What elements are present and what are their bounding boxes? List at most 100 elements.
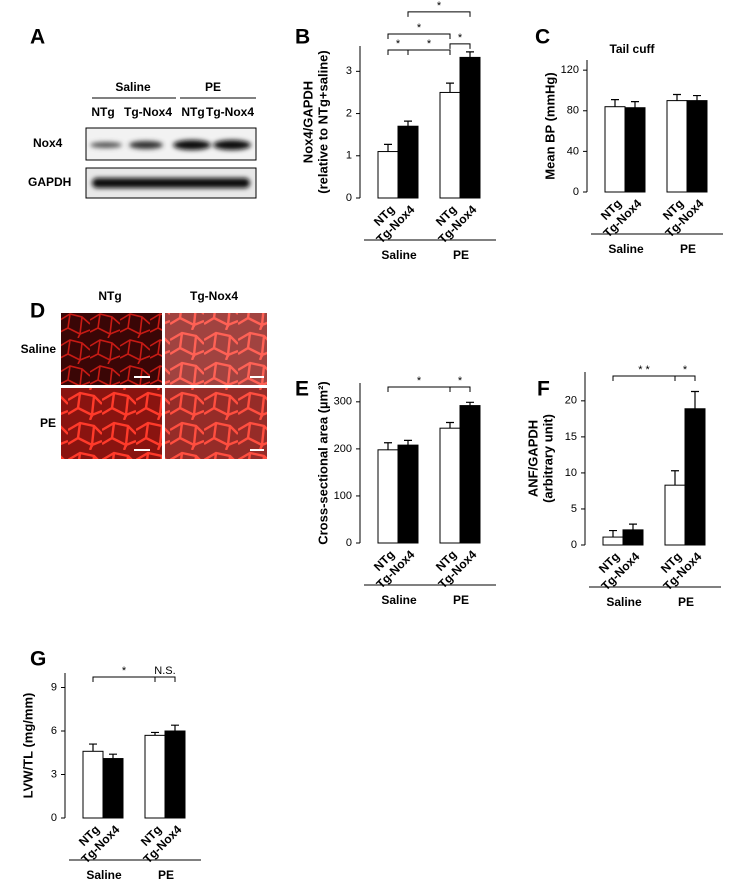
- bar: [664, 484, 686, 546]
- significance-bracket: [387, 386, 451, 392]
- significance-bracket: [407, 49, 451, 55]
- y-tick-label: 0: [571, 539, 577, 551]
- bar: [439, 427, 461, 544]
- chart-title: Tail cuff: [609, 42, 655, 56]
- band: [90, 142, 122, 148]
- error-bar: [404, 120, 412, 127]
- panel-letter: E: [295, 378, 309, 401]
- band: [213, 140, 251, 150]
- error-bar: [384, 442, 392, 450]
- y-tick-label: 10: [565, 467, 577, 479]
- lane-label: Tg-Nox4: [206, 105, 254, 119]
- y-tick-label: 6: [51, 725, 57, 737]
- group-label: Saline: [381, 593, 417, 607]
- y-tick-label: 3: [346, 65, 352, 77]
- bar: [604, 106, 626, 193]
- lane-label: NTg: [181, 105, 204, 119]
- bar: [684, 408, 706, 546]
- bar: [622, 529, 644, 546]
- group-label: PE: [158, 868, 174, 882]
- error-bar: [466, 51, 474, 58]
- bar: [459, 405, 481, 544]
- error-bar: [611, 99, 619, 107]
- significance-label: *: [417, 22, 422, 34]
- y-tick-label: 20: [565, 395, 577, 407]
- bar: [82, 750, 104, 819]
- y-axis-label: ANF/GAPDH: [525, 420, 540, 497]
- bar: [377, 449, 399, 544]
- significance-bracket: [449, 43, 471, 49]
- micrograph: [61, 388, 162, 459]
- significance-bracket: [154, 676, 176, 682]
- significance-bracket: [407, 11, 471, 17]
- column-label: Tg-Nox4: [190, 289, 238, 303]
- y-tick-label: 0: [51, 812, 57, 824]
- significance-label: *: [458, 375, 463, 387]
- error-bar: [629, 523, 637, 530]
- bar: [397, 125, 419, 199]
- error-bar: [466, 401, 474, 406]
- y-tick-label: 0: [346, 537, 352, 549]
- significance-bracket: [449, 386, 471, 392]
- micrograph: [165, 388, 267, 459]
- bar: [459, 56, 481, 199]
- panel-letter: F: [537, 378, 550, 401]
- y-axis-label: Mean BP (mmHg): [542, 72, 557, 179]
- y-tick-label: 120: [561, 64, 579, 76]
- bar: [397, 444, 419, 544]
- error-bar: [446, 82, 454, 93]
- group-label: Saline: [381, 248, 417, 262]
- y-tick-label: 40: [567, 145, 579, 157]
- row-label: GAPDH: [28, 175, 71, 189]
- y-tick-label: 2: [346, 107, 352, 119]
- y-axis-label: Nox4/GAPDH: [300, 81, 315, 163]
- panel-letter: C: [535, 26, 550, 49]
- lane-label: NTg: [91, 105, 114, 119]
- panel-letter: B: [295, 26, 310, 49]
- bar: [624, 107, 646, 193]
- significance-bracket: [612, 375, 676, 381]
- error-bar: [693, 94, 701, 101]
- band: [173, 140, 211, 150]
- bar: [602, 536, 624, 546]
- significance-label: *: [683, 364, 688, 376]
- error-bar: [151, 731, 159, 736]
- error-bar: [446, 421, 454, 429]
- y-tick-label: 15: [565, 431, 577, 443]
- bar: [686, 100, 708, 193]
- error-bar: [631, 101, 639, 108]
- lane-label: Tg-Nox4: [124, 105, 172, 119]
- y-tick-label: 1: [346, 150, 352, 162]
- group-label: Saline: [606, 595, 642, 609]
- y-axis-label: (relative to NTg+saline): [315, 50, 330, 193]
- error-bar: [109, 753, 117, 759]
- significance-bracket: [387, 49, 409, 55]
- row-label: Nox4: [33, 136, 63, 150]
- significance-label: *: [396, 38, 401, 50]
- group-label: Saline: [115, 80, 151, 94]
- error-bar: [609, 529, 617, 538]
- error-bar: [404, 439, 412, 446]
- column-label: NTg: [98, 289, 121, 303]
- panel-letter: A: [30, 26, 45, 49]
- significance-label: *: [427, 38, 432, 50]
- bar: [439, 91, 461, 199]
- significance-bracket: [92, 676, 156, 682]
- significance-label: *: [122, 665, 127, 677]
- y-axis-label: Cross-sectional area (µm²): [315, 381, 330, 545]
- y-tick-label: 9: [51, 681, 57, 693]
- significance-label: N.S.: [154, 665, 175, 677]
- group-label: PE: [453, 593, 469, 607]
- y-tick-label: 0: [346, 192, 352, 204]
- panel-letter: G: [30, 648, 46, 671]
- significance-label: *: [437, 0, 442, 12]
- y-tick-label: 0: [573, 186, 579, 198]
- panel-a: A Saline PE NTg Tg-Nox4 NTg Tg-Nox4 Nox4…: [28, 26, 257, 199]
- error-bar: [673, 93, 681, 101]
- significance-label: *: [458, 32, 463, 44]
- micrograph: [61, 313, 162, 385]
- significance-label: * *: [638, 364, 650, 376]
- bar: [164, 730, 186, 819]
- y-tick-label: 3: [51, 768, 57, 780]
